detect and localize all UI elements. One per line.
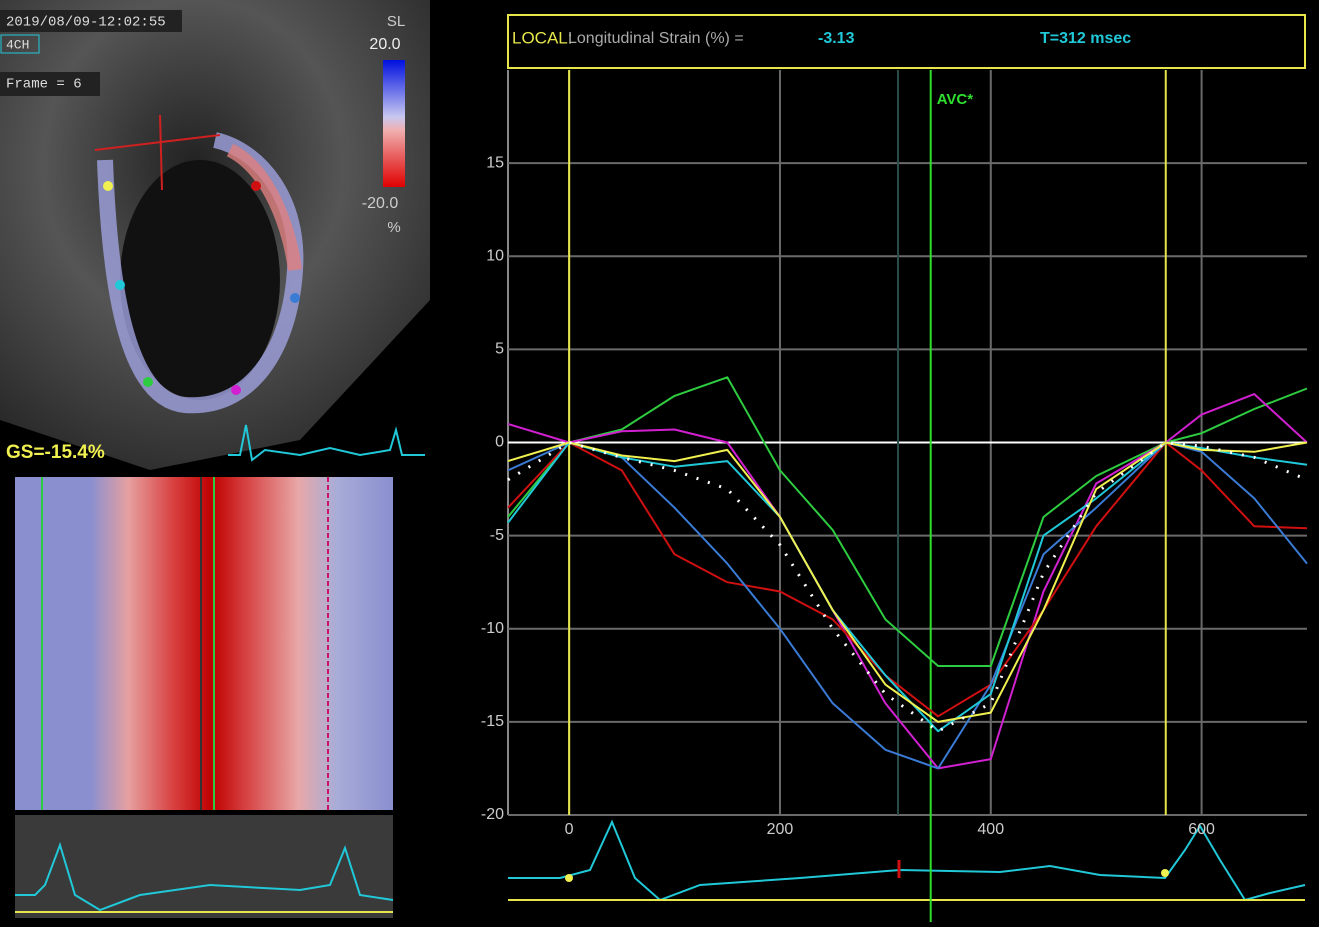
y-tick-label: -15 bbox=[481, 713, 504, 730]
segment-dot bbox=[103, 181, 113, 191]
chart-title: Longitudinal Strain (%) = bbox=[568, 30, 744, 47]
screen: 2019/08/09-12:02:55 4CH Frame = 6 SL 20.… bbox=[0, 0, 1319, 922]
y-tick-label: 5 bbox=[495, 341, 504, 358]
current-value: -3.13 bbox=[818, 30, 855, 47]
x-tick-label: 600 bbox=[1188, 821, 1215, 838]
y-tick-label: 10 bbox=[486, 247, 504, 264]
segment-line bbox=[508, 443, 1307, 732]
page: 2019/08/09-12:02:55 4CH Frame = 6 SL 20.… bbox=[0, 0, 1319, 922]
x-tick-label: 200 bbox=[767, 821, 794, 838]
segment-dot bbox=[251, 181, 261, 191]
y-tick-label: -10 bbox=[481, 620, 504, 637]
segment-dot bbox=[290, 293, 300, 303]
scale-unit: % bbox=[387, 219, 400, 236]
segment-dot bbox=[143, 377, 153, 387]
scale-min: -20.0 bbox=[362, 195, 399, 212]
scale-title: SL bbox=[387, 13, 405, 30]
time-label: T=312 msec bbox=[1040, 30, 1131, 47]
mmode-echo bbox=[15, 815, 393, 918]
ecg-marker bbox=[565, 874, 573, 882]
strain-chart: 15 10 5 0 -5 -10 -15 -20 0 200 400 600 AVC* bbox=[481, 70, 1307, 922]
x-tick-label: 400 bbox=[977, 821, 1004, 838]
segment-line bbox=[508, 377, 1307, 666]
x-tick-label: 0 bbox=[565, 821, 574, 838]
scale-max: 20.0 bbox=[369, 36, 400, 53]
y-tick-label: -20 bbox=[481, 806, 504, 823]
average-line bbox=[508, 443, 1307, 732]
segment-dot bbox=[115, 280, 125, 290]
y-tick-label: -5 bbox=[490, 527, 504, 544]
segment-dot bbox=[231, 385, 241, 395]
y-tick-label: 15 bbox=[486, 154, 504, 171]
segment-line bbox=[508, 443, 1307, 769]
color-bar bbox=[383, 60, 405, 187]
timestamp: 2019/08/09-12:02:55 bbox=[6, 15, 166, 31]
global-strain: GS=-15.4% bbox=[6, 442, 105, 463]
annotation: AVC* bbox=[937, 91, 974, 108]
title-prefix: LOCAL: bbox=[512, 28, 572, 47]
segment-line bbox=[508, 443, 1307, 717]
strain-mmode bbox=[15, 477, 393, 810]
frame-label: Frame = 6 bbox=[6, 77, 82, 93]
segment-line bbox=[508, 394, 1307, 768]
y-tick-label: 0 bbox=[495, 434, 504, 451]
segment-line bbox=[508, 443, 1307, 722]
ecg-trace bbox=[508, 822, 1305, 900]
view-label: 4CH bbox=[6, 37, 29, 52]
ecg-marker bbox=[1161, 869, 1169, 877]
